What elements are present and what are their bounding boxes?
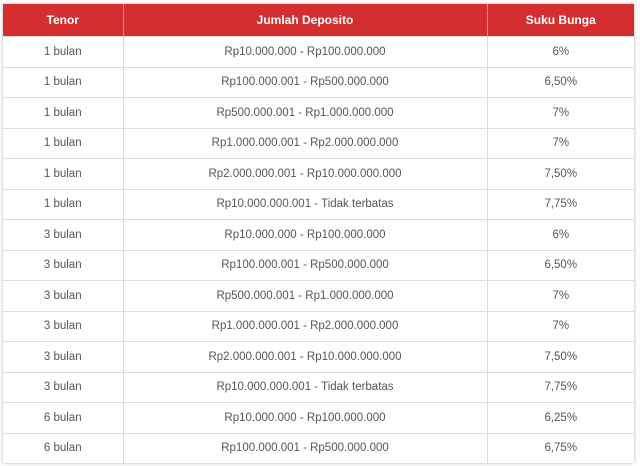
header-row: Tenor Jumlah Deposito Suku Bunga bbox=[3, 4, 634, 37]
cell-jumlah-deposito: Rp10.000.000 - Rp100.000.000 bbox=[122, 36, 487, 67]
cell-tenor: 3 bulan bbox=[3, 341, 123, 372]
cell-tenor: 1 bulan bbox=[3, 97, 123, 128]
table-row: 1 bulan Rp10.000.000 - Rp100.000.000 6% bbox=[3, 36, 634, 67]
deposit-rate-table-container: Tenor Jumlah Deposito Suku Bunga 1 bulan… bbox=[3, 4, 634, 463]
cell-suku-bunga: 6,25% bbox=[486, 402, 634, 433]
cell-tenor: 1 bulan bbox=[3, 36, 123, 67]
cell-suku-bunga: 7% bbox=[486, 280, 634, 311]
header-suku-bunga: Suku Bunga bbox=[486, 4, 634, 37]
cell-suku-bunga: 7% bbox=[486, 97, 634, 128]
table-row: 6 bulan Rp10.000.000 - Rp100.000.000 6,25% bbox=[3, 402, 634, 433]
header-tenor: Tenor bbox=[3, 4, 123, 37]
table-row: 3 bulan Rp10.000.000 - Rp100.000.000 6% bbox=[3, 219, 634, 250]
cell-tenor: 3 bulan bbox=[3, 310, 123, 342]
cell-jumlah-deposito: Rp100.000.001 - Rp500.000.000 bbox=[122, 249, 487, 281]
table-row: 3 bulan Rp10.000.000.001 - Tidak terbatas… bbox=[3, 371, 634, 403]
cell-jumlah-deposito: Rp10.000.000 - Rp100.000.000 bbox=[122, 219, 487, 250]
cell-suku-bunga: 7,50% bbox=[486, 158, 634, 189]
cell-jumlah-deposito: Rp1.000.000.001 - Rp2.000.000.000 bbox=[122, 127, 487, 159]
cell-suku-bunga: 7% bbox=[486, 310, 634, 342]
cell-tenor: 3 bulan bbox=[3, 280, 123, 311]
cell-jumlah-deposito: Rp1.000.000.001 - Rp2.000.000.000 bbox=[122, 310, 487, 342]
table-row: 1 bulan Rp10.000.000.001 - Tidak terbatas… bbox=[3, 188, 634, 220]
cell-suku-bunga: 7,75% bbox=[486, 188, 634, 220]
cell-suku-bunga: 6,50% bbox=[486, 249, 634, 281]
table-body: 1 bulan Rp10.000.000 - Rp100.000.000 6% 1 b… bbox=[3, 36, 634, 463]
cell-tenor: 3 bulan bbox=[3, 249, 123, 281]
cell-jumlah-deposito: Rp500.000.001 - Rp1.000.000.000 bbox=[122, 97, 487, 128]
table-row: 1 bulan Rp1.000.000.001 - Rp2.000.000.000… bbox=[3, 127, 634, 159]
cell-suku-bunga: 7% bbox=[486, 127, 634, 159]
table-row: 1 bulan Rp100.000.001 - Rp500.000.000 6,50… bbox=[3, 66, 634, 98]
table-row: 1 bulan Rp500.000.001 - Rp1.000.000.000 7% bbox=[3, 97, 634, 128]
cell-jumlah-deposito: Rp2.000.000.001 - Rp10.000.000.000 bbox=[122, 158, 487, 189]
cell-tenor: 1 bulan bbox=[3, 66, 123, 98]
cell-suku-bunga: 6,50% bbox=[486, 66, 634, 98]
cell-jumlah-deposito: Rp100.000.001 - Rp500.000.000 bbox=[122, 66, 487, 98]
cell-suku-bunga: 6,75% bbox=[486, 432, 634, 463]
table-header: Tenor Jumlah Deposito Suku Bunga bbox=[3, 4, 634, 37]
table-row: 1 bulan Rp2.000.000.001 - Rp10.000.000.00… bbox=[3, 158, 634, 189]
cell-suku-bunga: 7,50% bbox=[486, 341, 634, 372]
cell-jumlah-deposito: Rp10.000.000.001 - Tidak terbatas bbox=[122, 188, 487, 220]
cell-tenor: 1 bulan bbox=[3, 158, 123, 189]
cell-tenor: 1 bulan bbox=[3, 188, 123, 220]
cell-jumlah-deposito: Rp100.000.001 - Rp500.000.000 bbox=[122, 432, 487, 463]
cell-jumlah-deposito: Rp500.000.001 - Rp1.000.000.000 bbox=[122, 280, 487, 311]
cell-suku-bunga: 6% bbox=[486, 219, 634, 250]
cell-tenor: 6 bulan bbox=[3, 432, 123, 463]
cell-tenor: 3 bulan bbox=[3, 219, 123, 250]
cell-jumlah-deposito: Rp2.000.000.001 - Rp10.000.000.000 bbox=[122, 341, 487, 372]
table-row: 3 bulan Rp100.000.001 - Rp500.000.000 6,50… bbox=[3, 249, 634, 281]
deposit-rate-table: Tenor Jumlah Deposito Suku Bunga 1 bulan… bbox=[3, 4, 634, 463]
cell-jumlah-deposito: Rp10.000.000.001 - Tidak terbatas bbox=[122, 371, 487, 403]
table-row: 3 bulan Rp500.000.001 - Rp1.000.000.000 7% bbox=[3, 280, 634, 311]
table-row: 3 bulan Rp1.000.000.001 - Rp2.000.000.000… bbox=[3, 310, 634, 342]
cell-suku-bunga: 7,75% bbox=[486, 371, 634, 403]
table-row: 6 bulan Rp100.000.001 - Rp500.000.000 6,75… bbox=[3, 432, 634, 463]
cell-tenor: 6 bulan bbox=[3, 402, 123, 433]
cell-tenor: 3 bulan bbox=[3, 371, 123, 403]
header-jumlah-deposito: Jumlah Deposito bbox=[122, 4, 487, 37]
cell-jumlah-deposito: Rp10.000.000 - Rp100.000.000 bbox=[122, 402, 487, 433]
table-row: 3 bulan Rp2.000.000.001 - Rp10.000.000.00… bbox=[3, 341, 634, 372]
cell-suku-bunga: 6% bbox=[486, 36, 634, 67]
cell-tenor: 1 bulan bbox=[3, 127, 123, 159]
